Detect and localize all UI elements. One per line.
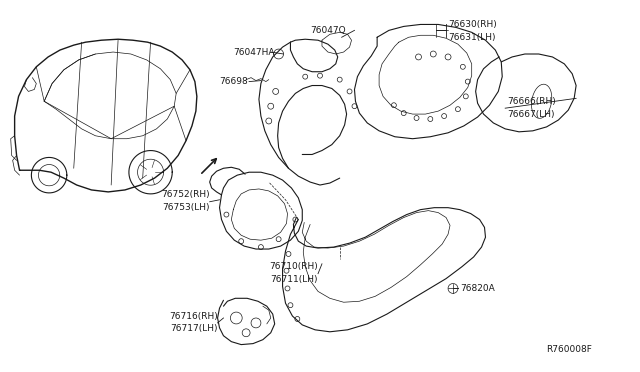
Text: 76752(RH): 76752(RH)	[161, 190, 210, 199]
Text: 76710(RH): 76710(RH)	[269, 262, 318, 271]
Text: 76753(LH): 76753(LH)	[162, 203, 210, 212]
Ellipse shape	[531, 84, 552, 118]
Text: 76630(RH): 76630(RH)	[448, 20, 497, 29]
Text: 76631(LH): 76631(LH)	[448, 33, 495, 42]
Text: 76666(RH): 76666(RH)	[507, 97, 556, 106]
Text: 76820A: 76820A	[460, 284, 495, 293]
Text: 76667(LH): 76667(LH)	[507, 110, 555, 119]
Text: R760008F: R760008F	[546, 345, 592, 354]
Text: 76047Q: 76047Q	[310, 26, 346, 35]
Text: 76698: 76698	[220, 77, 248, 86]
Text: 76716(RH): 76716(RH)	[169, 311, 218, 321]
Text: 76711(LH): 76711(LH)	[271, 275, 318, 284]
Text: 76717(LH): 76717(LH)	[170, 324, 218, 333]
Text: 76047HA: 76047HA	[234, 48, 275, 57]
